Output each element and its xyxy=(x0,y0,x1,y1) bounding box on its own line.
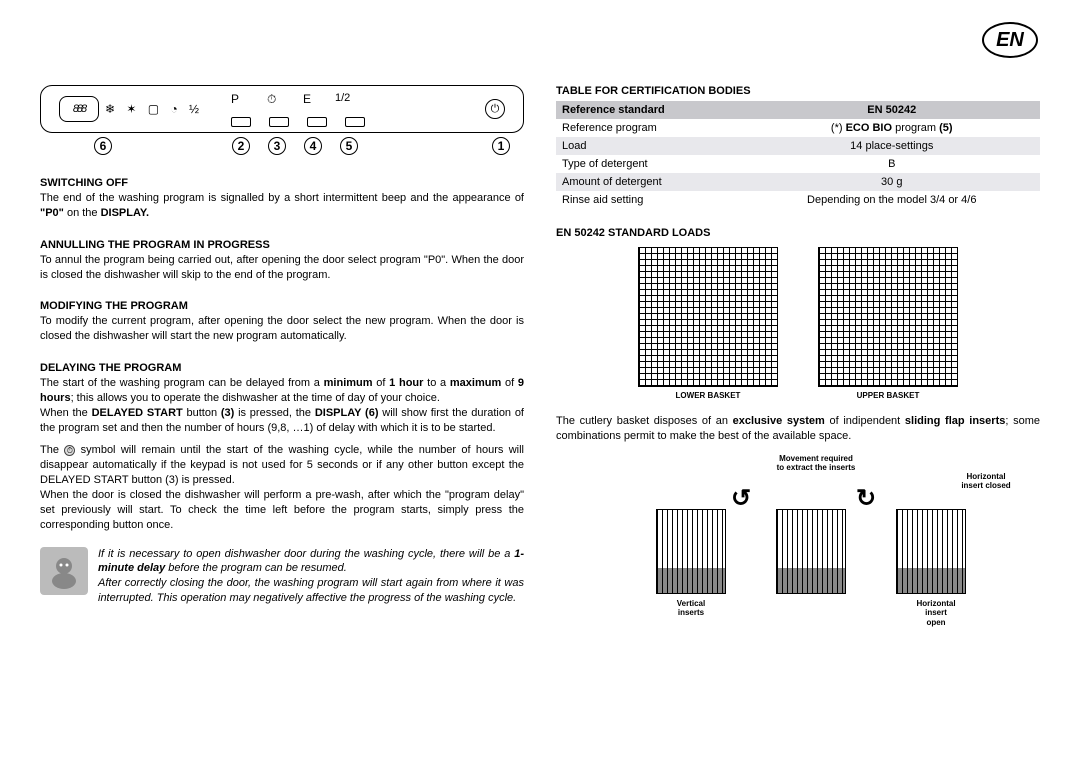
para-delay-c-post: symbol will remain until the start of th… xyxy=(40,444,524,486)
heading-modifying: MODIFYING THE PROGRAM xyxy=(40,300,524,312)
label-4: 4 xyxy=(304,137,322,155)
left-column: 888 ❄ ✶ ▢ ◔ ½ P ⏱ E 1/2 ⏻ 6 2 3 4 5 1 SW… xyxy=(40,85,524,634)
language-badge: EN xyxy=(982,22,1038,58)
cell: Type of detergent xyxy=(556,155,744,173)
table-row: Reference program(*) ECO BIO program (5) xyxy=(556,119,1040,137)
para-delay-c: The ⏱ symbol will remain until the start… xyxy=(40,443,524,488)
cell: Load xyxy=(556,137,744,155)
label-2: 2 xyxy=(232,137,250,155)
panel-button xyxy=(269,117,289,127)
basket-diagrams: LOWER BASKET UPPER BASKET xyxy=(556,247,1040,400)
upper-basket-icon xyxy=(818,247,958,387)
cell: Amount of detergent xyxy=(556,173,744,191)
arrow-icon: ↻ xyxy=(856,484,876,513)
cutlery-paragraph: The cutlery basket disposes of an exclus… xyxy=(556,414,1040,444)
cell: B xyxy=(744,155,1041,173)
panel-button xyxy=(307,117,327,127)
note-cartoon-icon xyxy=(40,547,88,595)
clock-symbol-icon: ⏱ xyxy=(64,445,75,456)
table-row: Load14 place-settings xyxy=(556,137,1040,155)
panel-half-icon: 1/2 xyxy=(335,92,350,104)
table-row: Amount of detergent30 g xyxy=(556,173,1040,191)
para-switching-off: The end of the washing program is signal… xyxy=(40,191,524,221)
panel-option-icons: ❄ ✶ ▢ ◔ ½ xyxy=(105,102,203,116)
label-horiz-closed: Horizontalinsert closed xyxy=(946,472,1026,491)
cell: (*) ECO BIO program (5) xyxy=(744,119,1041,137)
note-text: If it is necessary to open dishwasher do… xyxy=(98,547,524,606)
para-delay-b: When the DELAYED START button (3) is pre… xyxy=(40,406,524,436)
upper-basket-label: UPPER BASKET xyxy=(818,391,958,400)
label-3: 3 xyxy=(268,137,286,155)
panel-clock-icon: ⏱ xyxy=(267,92,276,107)
th-standard: Reference standard xyxy=(556,101,744,119)
panel-buttons-row xyxy=(231,117,365,127)
lower-basket-label: LOWER BASKET xyxy=(638,391,778,400)
para-delay-a: The start of the washing program can be … xyxy=(40,376,524,406)
panel-button xyxy=(231,117,251,127)
label-horiz-open: Horizontalinsertopen xyxy=(901,599,971,628)
lower-basket-wrap: LOWER BASKET xyxy=(638,247,778,400)
display-icon: 888 xyxy=(59,96,99,122)
cell: 14 place-settings xyxy=(744,137,1041,155)
cell: Rinse aid setting xyxy=(556,191,744,209)
note-box: If it is necessary to open dishwasher do… xyxy=(40,547,524,606)
para-delay-c-pre: The xyxy=(40,444,64,456)
cutlery-box-icon xyxy=(896,509,966,594)
panel-number-labels: 6 2 3 4 5 1 xyxy=(40,137,524,159)
cell: 30 g xyxy=(744,173,1041,191)
upper-basket-wrap: UPPER BASKET xyxy=(818,247,958,400)
label-6: 6 xyxy=(94,137,112,155)
arrow-icon: ↺ xyxy=(731,484,751,513)
panel-letter-e: E xyxy=(303,92,311,106)
control-panel-diagram: 888 ❄ ✶ ▢ ◔ ½ P ⏱ E 1/2 ⏻ xyxy=(40,85,524,133)
para-annulling: To annul the program being carried out, … xyxy=(40,253,524,283)
cell: Depending on the model 3/4 or 4/6 xyxy=(744,191,1041,209)
panel-button xyxy=(345,117,365,127)
label-5: 5 xyxy=(340,137,358,155)
table-row: Rinse aid settingDepending on the model … xyxy=(556,191,1040,209)
lower-basket-icon xyxy=(638,247,778,387)
label-movement: Movement requiredto extract the inserts xyxy=(756,454,876,473)
label-vertical-inserts: Verticalinserts xyxy=(661,599,721,618)
right-column: TABLE FOR CERTIFICATION BODIES Reference… xyxy=(556,85,1040,634)
cutlery-box-icon xyxy=(776,509,846,594)
th-en: EN 50242 xyxy=(744,101,1041,119)
table-row: Type of detergentB xyxy=(556,155,1040,173)
power-icon: ⏻ xyxy=(485,99,505,119)
heading-switching-off: SWITCHING OFF xyxy=(40,177,524,189)
label-1: 1 xyxy=(492,137,510,155)
heading-standard-loads: EN 50242 STANDARD LOADS xyxy=(556,227,1040,239)
para-modifying: To modify the current program, after ope… xyxy=(40,314,524,344)
heading-cert-table: TABLE FOR CERTIFICATION BODIES xyxy=(556,85,1040,97)
heading-annulling: ANNULLING THE PROGRAM IN PROGRESS xyxy=(40,239,524,251)
cell: Reference program xyxy=(556,119,744,137)
para-delay-d: When the door is closed the dishwasher w… xyxy=(40,488,524,533)
table-header-row: Reference standard EN 50242 xyxy=(556,101,1040,119)
heading-delaying: DELAYING THE PROGRAM xyxy=(40,362,524,374)
certification-table: Reference standard EN 50242 Reference pr… xyxy=(556,101,1040,209)
cutlery-diagram: Movement requiredto extract the inserts … xyxy=(556,454,1040,634)
panel-letter-p: P xyxy=(231,92,239,106)
cutlery-box-icon xyxy=(656,509,726,594)
